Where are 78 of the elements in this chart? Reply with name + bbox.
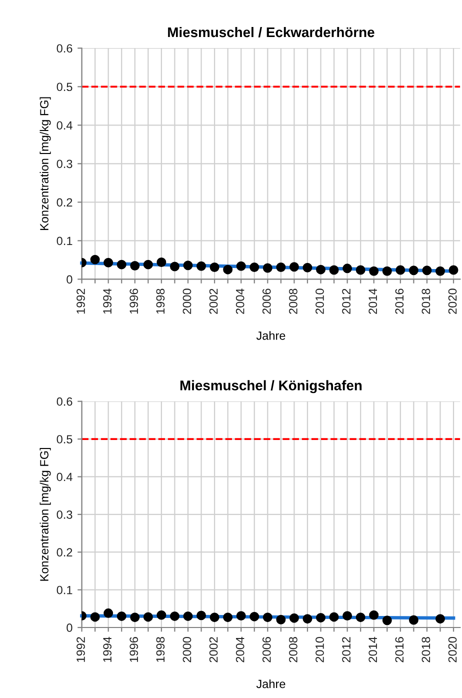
y-tick-label: 0.3	[56, 510, 72, 519]
x-tick-label: 2002	[209, 637, 218, 662]
point	[143, 260, 153, 270]
y-tick-label: 0.5	[56, 82, 72, 92]
y-tick-label: 0.3	[56, 160, 72, 168]
x-tick-label: 2014	[368, 288, 378, 314]
point	[170, 262, 180, 272]
point	[408, 266, 418, 276]
point	[156, 258, 166, 267]
point	[183, 260, 193, 270]
x-tick-label: 2004	[236, 636, 244, 662]
x-tick-label: 2010	[316, 288, 324, 314]
x-tick-label: 1992	[76, 288, 85, 314]
x-tick-label: 2018	[422, 637, 430, 662]
x-tick-label: 2010	[316, 636, 324, 662]
x-tick-label: 2002	[209, 288, 218, 314]
y-tick-label: 0.4	[56, 121, 72, 130]
point	[369, 266, 379, 276]
point	[435, 266, 445, 276]
point	[382, 266, 392, 276]
point	[396, 265, 406, 275]
point	[422, 266, 432, 276]
y-axis-title: Konzentration [mg/kg FG]	[40, 97, 51, 230]
point	[90, 254, 100, 264]
x-tick-label: 2008	[289, 637, 298, 662]
point	[223, 264, 233, 274]
x-tick-label: 2020	[448, 636, 457, 662]
chart-title: Miesmuschel / Eckwarderhörne	[168, 26, 374, 38]
point	[316, 264, 326, 274]
y-tick-label: 0	[66, 275, 72, 284]
y-tick-label: 0.2	[56, 548, 72, 557]
x-axis-title: Jahre	[256, 679, 286, 688]
x-tick-label: 2012	[342, 288, 350, 314]
x-tick-label: 1994	[103, 636, 112, 662]
point	[104, 258, 114, 268]
point	[210, 262, 220, 272]
point	[289, 262, 299, 272]
point	[130, 260, 140, 270]
x-tick-label: 2020	[448, 288, 457, 314]
y-tick-label: 0.4	[56, 472, 72, 482]
x-tick-label: 2000	[182, 636, 192, 662]
x-axis-title: Jahre	[256, 331, 286, 340]
x-tick-label: 1998	[156, 288, 165, 314]
y-tick-label: 0	[66, 624, 72, 632]
point	[116, 260, 126, 270]
point	[329, 265, 339, 275]
x-tick-label: 1996	[130, 637, 138, 662]
x-tick-label: 2018	[422, 288, 430, 314]
point	[276, 262, 286, 272]
x-tick-label: 2016	[395, 637, 404, 662]
chart-title: Miesmuschel / Königshafen	[180, 380, 362, 394]
x-tick-label: 2004	[236, 288, 244, 314]
point	[262, 263, 272, 273]
y-tick-label: 0.1	[56, 586, 72, 594]
point	[302, 262, 312, 272]
x-tick-label: 2006	[262, 637, 271, 662]
x-tick-label: 2016	[395, 288, 404, 314]
y-axis-title: Konzentration [mg/kg FG]	[40, 448, 51, 581]
y-tick-label: 0.5	[56, 435, 72, 444]
x-tick-label: 2014	[368, 636, 378, 662]
y-tick-label: 0.1	[56, 236, 72, 246]
y-tick-label: 0.2	[56, 198, 72, 207]
x-tick-label: 2012	[342, 637, 350, 662]
x-tick-label: 1998	[156, 637, 165, 662]
point	[196, 261, 206, 271]
point	[356, 265, 366, 275]
y-tick-label: 0.6	[56, 397, 72, 406]
point	[448, 265, 458, 275]
x-tick-label: 2006	[262, 288, 271, 314]
y-tick-label: 0.6	[56, 44, 72, 53]
x-tick-label: 1994	[103, 288, 112, 314]
point	[236, 261, 246, 271]
x-tick-label: 1996	[130, 288, 138, 314]
point	[250, 262, 260, 272]
x-tick-label: 2008	[289, 288, 298, 314]
x-tick-label: 2000	[182, 288, 192, 314]
point	[342, 264, 352, 274]
x-tick-label: 1992	[76, 637, 85, 662]
